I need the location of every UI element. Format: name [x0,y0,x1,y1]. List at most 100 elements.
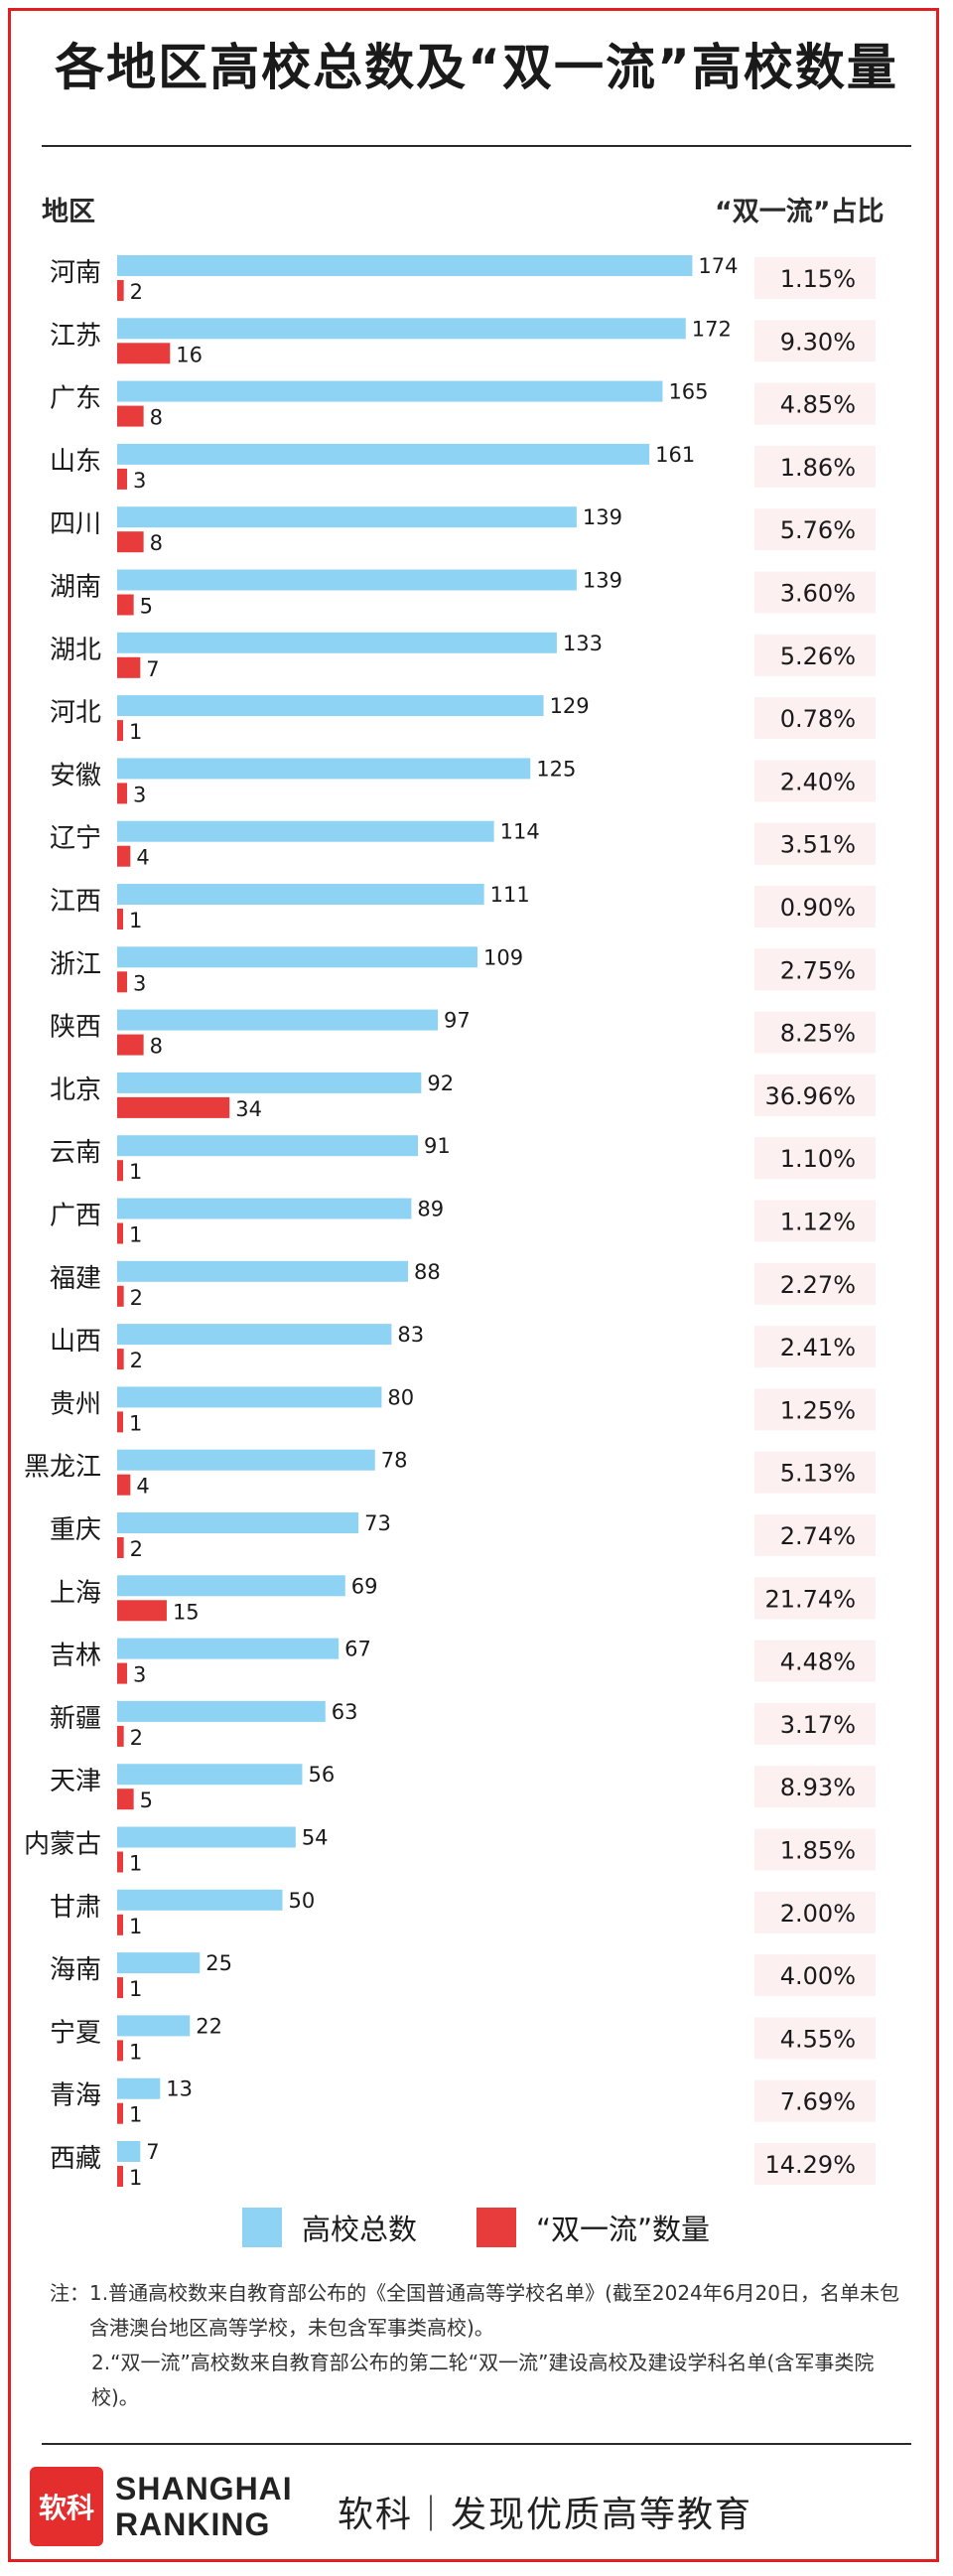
dfc-value-label: 5 [140,595,153,619]
share-value-label: 1.86% [780,454,856,482]
legend-dfc-swatch [476,2208,516,2247]
share-value-label: 1.85% [780,1837,856,1865]
share-cell [754,1828,876,1871]
region-label: 北京 [50,1075,101,1105]
dfc-bar [117,971,127,993]
region-label: 陕西 [50,1013,101,1043]
region-label: 青海 [50,2081,101,2111]
share-cell [754,948,876,991]
share-cell [754,634,876,676]
share-cell [754,382,876,425]
total-value-label: 63 [332,1700,358,1724]
total-bar [117,1072,422,1093]
dfc-value-label: 1 [129,1915,142,1938]
total-bar [117,1386,382,1408]
title-divider [42,145,911,147]
region-label: 新疆 [50,1704,101,1734]
dfc-value-label: 8 [150,531,163,555]
dfc-value-label: 1 [129,2103,142,2127]
total-bar [117,946,477,968]
total-value-label: 174 [698,254,738,278]
legend-total: 高校总数 [242,2207,417,2248]
share-value-label: 0.78% [780,705,856,733]
dfc-value-label: 1 [129,1852,142,1876]
total-value-label: 7 [146,2140,159,2164]
share-value-label: 5.26% [780,643,856,670]
dfc-value-label: 1 [129,1411,142,1435]
total-bar [117,1260,409,1282]
share-value-label: 4.00% [780,1962,856,1990]
total-bar [117,758,531,780]
share-value-label: 1.25% [780,1396,856,1424]
dfc-bar [117,1096,230,1118]
dfc-bar [117,1789,134,1810]
dfc-bar [117,343,171,364]
dfc-bar [117,468,127,490]
total-bar [117,1826,296,1848]
total-value-label: 92 [427,1072,454,1095]
total-bar [117,1700,326,1722]
total-bar [117,443,650,465]
region-label: 重庆 [50,1515,101,1545]
share-value-label: 0.90% [780,894,856,922]
region-label: 宁夏 [50,2018,101,2048]
share-cell [754,760,876,802]
share-value-label: 9.30% [780,328,856,356]
dfc-bar [117,720,123,742]
dfc-bar [117,1160,123,1182]
dfc-value-label: 4 [136,1475,149,1499]
legend-dfc: “双一流”数量 [476,2207,710,2248]
share-cell [754,1954,876,1997]
legend-dfc-label: “双一流”数量 [536,2213,711,2246]
dfc-value-label: 4 [136,846,149,870]
total-bar [117,380,663,402]
total-bar [117,2077,161,2099]
total-bar [117,884,484,905]
total-value-label: 73 [364,1511,391,1535]
share-value-label: 4.48% [780,1648,856,1676]
share-cell [754,1200,876,1242]
share-cell [754,1514,876,1556]
share-value-label: 5.76% [780,516,856,544]
footnote-2: 2.“双一流”高校数来自教育部公布的第二轮“双一流”建设高校及建设学科名单(含军… [50,2346,903,2415]
share-value-label: 5.13% [780,1460,856,1488]
total-value-label: 78 [381,1449,408,1473]
dfc-bar [117,909,123,930]
dfc-bar [117,1977,123,1999]
share-cell [754,1451,876,1494]
dfc-value-label: 1 [129,909,142,932]
total-value-label: 139 [583,505,622,529]
total-value-label: 22 [196,2014,222,2038]
dfc-bar [117,1914,123,1935]
dfc-bar [117,1725,124,1747]
dfc-value-label: 1 [129,1977,142,2001]
total-value-label: 109 [483,945,523,969]
share-value-label: 2.27% [780,1271,856,1299]
region-label: 江苏 [50,321,101,351]
dfc-value-label: 34 [235,1097,262,1121]
dfc-value-label: 15 [173,1600,200,1624]
total-bar [117,506,577,528]
share-value-label: 3.17% [780,1711,856,1739]
dfc-bar [117,1474,131,1496]
share-value-label: 1.15% [780,265,856,293]
share-value-label: 21.74% [764,1585,856,1613]
region-label: 辽宁 [50,824,101,854]
legend-total-label: 高校总数 [302,2213,418,2246]
total-bar [117,632,557,653]
total-bar [117,318,686,340]
share-cell [754,1577,876,1620]
share-value-label: 4.55% [780,2025,856,2053]
total-value-label: 125 [536,757,576,781]
share-value-label: 3.60% [780,580,856,608]
dfc-value-label: 1 [129,720,142,744]
share-value-label: 2.74% [780,1522,856,1550]
total-bar [117,1952,201,1974]
share-cell [754,1702,876,1745]
share-cell [754,1011,876,1054]
dfc-bar [117,1285,124,1307]
total-bar [117,695,544,717]
legend-total-swatch [242,2208,282,2247]
region-label: 福建 [50,1264,101,1294]
page-title: 各地区高校总数及“双一流”高校数量 [55,39,898,96]
